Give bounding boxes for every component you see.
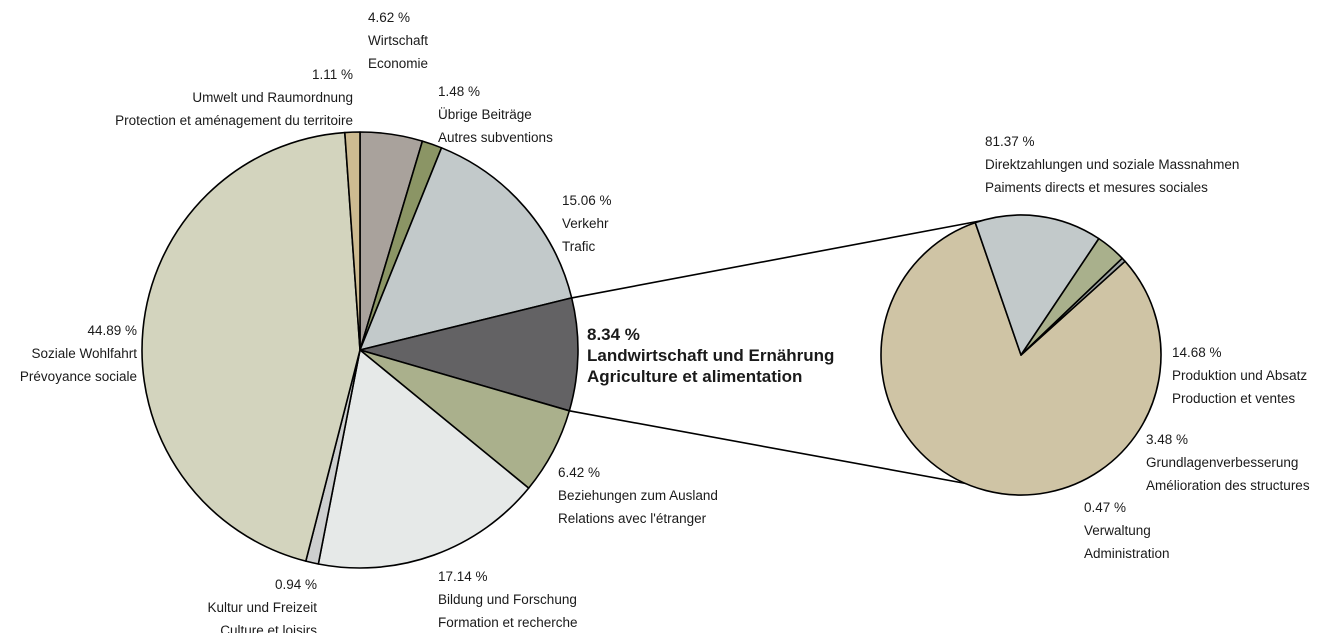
detail-label-2-label-de: Grundlagenverbesserung (1146, 455, 1298, 470)
main-label-3-label-de: Landwirtschaft und Ernährung (587, 346, 834, 365)
main-label-0-percent: 4.62 % (368, 10, 410, 25)
detail-label-2-label-fr: Amélioration des structures (1146, 478, 1310, 493)
main-label-2: 15.06 % Verkehr Trafic (562, 193, 612, 254)
main-label-1-label-fr: Autres subventions (438, 130, 553, 145)
main-label-6-label-de: Kultur und Freizeit (207, 600, 317, 615)
detail-label-3-label-de: Verwaltung (1084, 523, 1151, 538)
main-label-1-percent: 1.48 % (438, 84, 480, 99)
main-label-2-percent: 15.06 % (562, 193, 612, 208)
main-label-5-label-de: Bildung und Forschung (438, 592, 577, 607)
main-pie-slice-3 (359, 297, 579, 412)
main-pie-slice-7 (141, 131, 361, 562)
main-label-0: 4.62 % Wirtschaft Economie (368, 10, 428, 71)
main-label-3-percent: 8.34 % (587, 325, 640, 344)
main-label-7-label-fr: Prévoyance sociale (20, 369, 137, 384)
detail-label-3: 0.47 % Verwaltung Administration (1084, 500, 1170, 561)
detail-label-0: 81.37 % Direktzahlungen und soziale Massn… (985, 134, 1239, 195)
detail-pie (880, 214, 1162, 496)
main-label-1-label-de: Übrige Beiträge (438, 107, 532, 122)
detail-label-1-label-de: Produktion und Absatz (1172, 368, 1307, 383)
zoom-connector-lines (569, 219, 986, 488)
main-label-6: 0.94 % Kultur und Freizeit Culture et lois… (207, 577, 317, 633)
detail-pie-slice-3 (1020, 257, 1126, 356)
main-label-6-label-fr: Culture et loisirs (220, 623, 317, 633)
detail-label-0-label-fr: Paiments directs et mesures sociales (985, 180, 1208, 195)
detail-label-2-percent: 3.48 % (1146, 432, 1188, 447)
detail-pie-labels: 81.37 % Direktzahlungen und soziale Massn… (985, 134, 1310, 561)
detail-label-3-label-fr: Administration (1084, 546, 1170, 561)
main-label-8-percent: 1.11 % (312, 67, 353, 82)
main-label-4-percent: 6.42 % (558, 465, 600, 480)
main-label-4-label-fr: Relations avec l'étranger (558, 511, 707, 526)
main-label-1: 1.48 % Übrige Beiträge Autres subventions (438, 84, 553, 145)
connector-line-bottom (569, 410, 986, 488)
main-label-5-percent: 17.14 % (438, 569, 488, 584)
detail-pie-slice-1 (974, 214, 1100, 356)
main-label-5-label-fr: Formation et recherche (438, 615, 578, 630)
main-label-8: 1.11 % Umwelt und Raumordnung Protection e… (115, 67, 353, 128)
detail-label-1-label-fr: Production et ventes (1172, 391, 1295, 406)
main-label-8-label-de: Umwelt und Raumordnung (192, 90, 353, 105)
detail-label-0-percent: 81.37 % (985, 134, 1035, 149)
main-pie-slice-2 (359, 147, 573, 351)
main-label-6-percent: 0.94 % (275, 577, 317, 592)
main-label-7-label-de: Soziale Wohlfahrt (31, 346, 137, 361)
main-label-0-label-de: Wirtschaft (368, 33, 428, 48)
connector-line-top (571, 219, 986, 299)
detail-label-2: 3.48 % Grundlagenverbesserung Amélioration… (1146, 432, 1310, 493)
main-label-0-label-fr: Economie (368, 56, 428, 71)
main-pie-slice-5 (317, 349, 530, 569)
main-label-2-label-fr: Trafic (562, 239, 595, 254)
main-label-7-percent: 44.89 % (87, 323, 137, 338)
main-pie (141, 131, 579, 569)
main-label-3: 8.34 % Landwirtschaft und Ernährung Agricu… (587, 325, 834, 386)
detail-label-3-percent: 0.47 % (1084, 500, 1126, 515)
detail-label-1-percent: 14.68 % (1172, 345, 1222, 360)
detail-pie-slice-0 (880, 221, 1162, 496)
detail-label-1: 14.68 % Produktion und Absatz Production e… (1172, 345, 1307, 406)
main-label-5: 17.14 % Bildung und Forschung Formation et… (438, 569, 578, 630)
main-label-8-label-fr: Protection et aménagement du territoire (115, 113, 353, 128)
detail-label-0-label-de: Direktzahlungen und soziale Massnahmen (985, 157, 1239, 172)
main-label-4-label-de: Beziehungen zum Ausland (558, 488, 718, 503)
main-pie-slice-8 (344, 131, 361, 351)
main-label-2-label-de: Verkehr (562, 216, 609, 231)
main-label-3-label-fr: Agriculture et alimentation (587, 367, 802, 386)
main-label-7: 44.89 % Soziale Wohlfahrt Prévoyance socia… (20, 323, 137, 384)
main-label-4: 6.42 % Beziehungen zum Ausland Relations a… (558, 465, 718, 526)
main-pie-labels: 4.62 % Wirtschaft Economie 1.48 % Übrige Bei… (20, 10, 835, 633)
